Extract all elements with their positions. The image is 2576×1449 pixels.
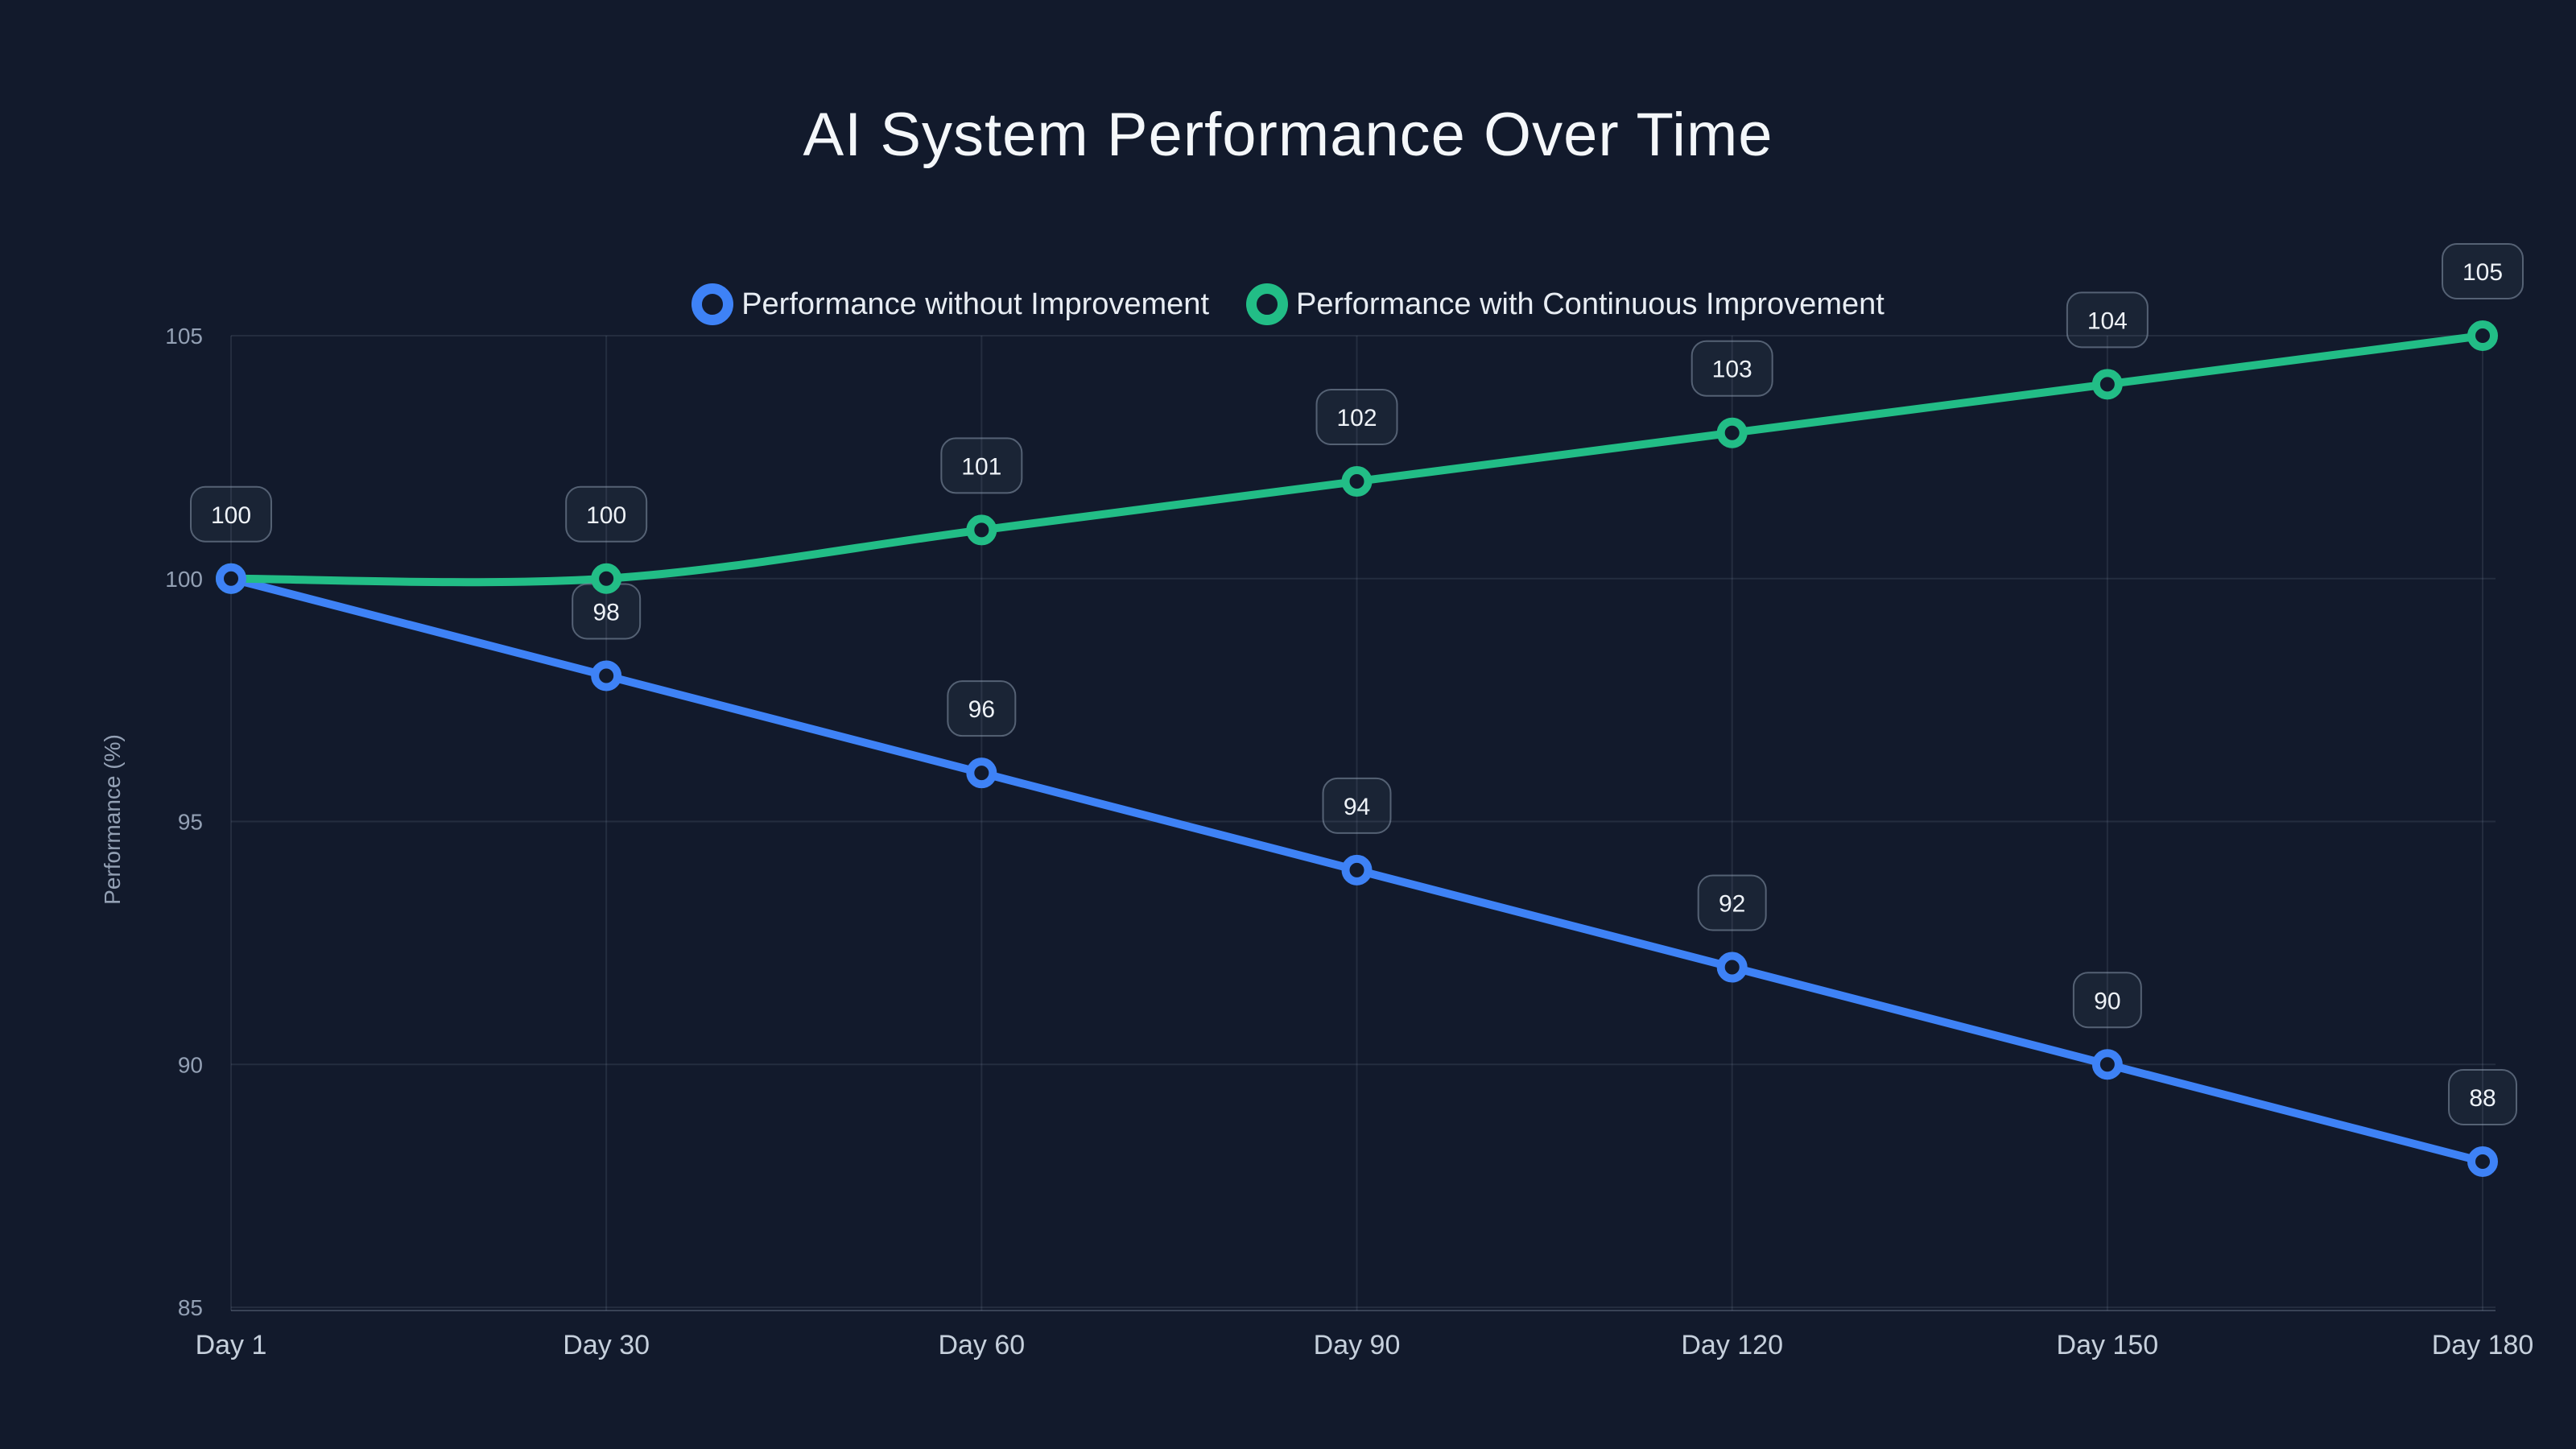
series-point-continuous-improvement-day-150[interactable] [2091,369,2123,400]
series-point-without-improvement-day-90[interactable] [1341,854,1373,886]
x-tick-label: Day 150 [2057,1330,2159,1360]
y-tick-label: 85 [178,1295,203,1320]
data-label-box [2072,972,2142,1029]
data-label-box [2066,291,2149,349]
x-tick-label: Day 120 [1681,1330,1783,1360]
chart-legend: Performance without Improvement Performan… [0,283,2576,325]
legend-item-continuous-improvement[interactable]: Performance with Continuous Improvement [1246,283,1885,325]
data-label-box [947,680,1017,737]
x-tick-label: Day 30 [563,1330,650,1360]
series-point-without-improvement-day-60[interactable] [966,758,997,789]
x-tick-label: Day 90 [1314,1330,1401,1360]
data-label-box [565,485,648,543]
data-label-value: 92 [1719,891,1745,918]
data-label-value: 101 [961,453,1001,480]
data-label-box [1697,874,1767,931]
data-label-box [2442,243,2524,299]
data-label-value: 98 [592,599,619,625]
series-point-continuous-improvement-day-60[interactable] [966,514,997,546]
data-label-box [1315,389,1398,446]
y-tick-label: 105 [165,324,203,349]
y-tick-label: 90 [178,1052,203,1077]
x-tick-label: Day 180 [2432,1330,2534,1360]
series-point-without-improvement-day-120[interactable] [1716,952,1748,983]
data-label-box [940,437,1023,494]
data-label-value: 96 [968,696,995,723]
series-point-continuous-improvement-day-180[interactable] [2467,320,2499,351]
data-label-box [190,485,272,543]
data-label-box [1690,340,1773,397]
legend-label: Performance without Improvement [741,287,1210,321]
series-point-continuous-improvement-day-30[interactable] [591,563,622,594]
data-label-value: 103 [1712,357,1752,383]
series-point-without-improvement-day-180[interactable] [2467,1146,2499,1177]
data-label-box [1322,777,1392,834]
legend-series-ring-icon [691,283,734,325]
series-point-without-improvement-day-1[interactable] [216,563,246,594]
data-label-value: 102 [1336,405,1377,431]
legend-label: Performance with Continuous Improvement [1296,287,1885,321]
legend-item-without-improvement[interactable]: Performance without Improvement [691,283,1209,325]
data-label-value: 105 [2462,259,2503,286]
data-label-value: 100 [586,502,626,529]
series-point-without-improvement-day-150[interactable] [2091,1049,2123,1080]
series-point-continuous-improvement-day-90[interactable] [1341,466,1373,497]
y-axis-title: Performance (%) [100,734,125,905]
data-label-box [2448,1068,2518,1125]
x-tick-label: Day 60 [938,1330,1025,1360]
legend-series-ring-icon [1246,283,1289,325]
series-point-continuous-improvement-day-120[interactable] [1716,417,1748,448]
data-label-value: 104 [2087,308,2128,334]
x-tick-label: Day 1 [196,1330,267,1360]
y-tick-label: 100 [165,567,203,592]
data-label-value: 94 [1344,794,1370,820]
series-point-without-improvement-day-30[interactable] [591,660,622,691]
data-label-value: 90 [2094,988,2120,1014]
data-label-value: 100 [211,502,251,529]
y-tick-label: 95 [178,810,203,835]
data-label-value: 88 [2469,1085,2496,1112]
chart-title: AI System Performance Over Time [803,101,1773,169]
